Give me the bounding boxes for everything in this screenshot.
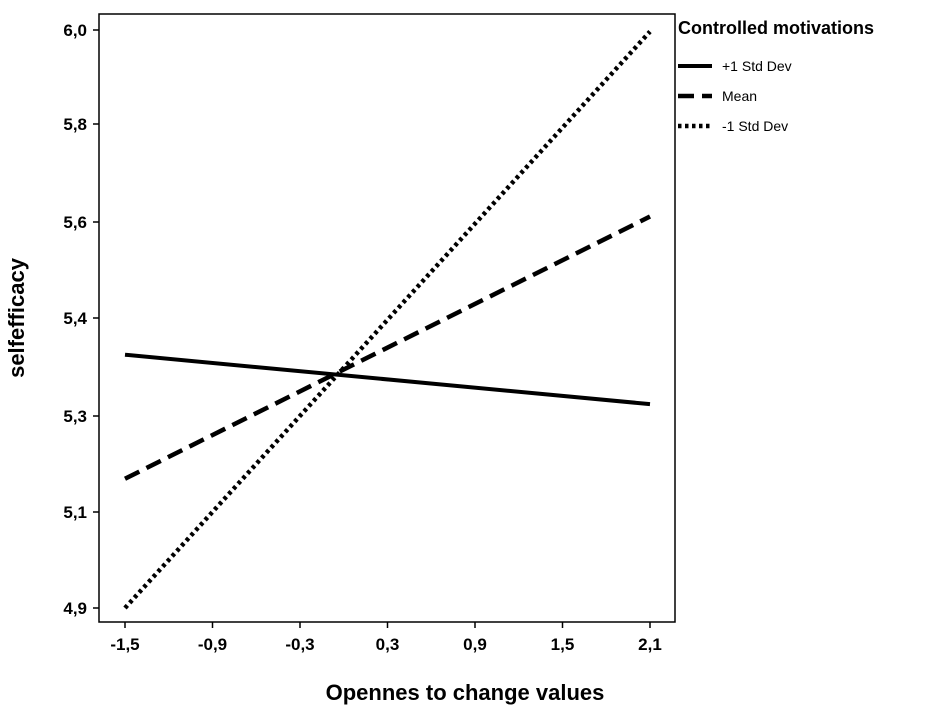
y-tick-label: 4,9 bbox=[63, 599, 87, 618]
y-tick-label: 5,6 bbox=[63, 213, 87, 232]
x-tick-label: 1,5 bbox=[551, 635, 575, 654]
y-tick-label: 5,4 bbox=[63, 309, 87, 328]
legend-label: Mean bbox=[722, 88, 757, 104]
plot-area-frame bbox=[98, 13, 676, 623]
legend-title: Controlled motivations bbox=[678, 18, 874, 38]
series-line-1-std-dev bbox=[124, 352, 651, 407]
x-tick-label: -1,5 bbox=[110, 635, 139, 654]
series-line-1-std-dev bbox=[123, 30, 652, 610]
legend-items: +1 Std Dev Mean -1 Std Dev bbox=[678, 58, 792, 134]
x-tick-label: 0,9 bbox=[463, 635, 487, 654]
x-tick-label: -0,9 bbox=[198, 635, 227, 654]
x-tick-label: -0,3 bbox=[285, 635, 314, 654]
y-tick-label: 5,8 bbox=[63, 115, 87, 134]
series-layer bbox=[123, 30, 652, 610]
y-tick-label: 5,1 bbox=[63, 503, 87, 522]
y-tick-label: 5,3 bbox=[63, 407, 87, 426]
x-tick-label: 0,3 bbox=[376, 635, 400, 654]
y-tick-label: 6,0 bbox=[63, 21, 87, 40]
y-axis: 4,9 5,1 5,3 5,4 5,6 5,8 6,0 bbox=[63, 21, 99, 618]
series-line-mean bbox=[123, 214, 652, 481]
x-axis: -1,5 -0,9 -0,3 0,3 0,9 1,5 2,1 bbox=[110, 622, 662, 654]
legend-label: -1 Std Dev bbox=[722, 118, 788, 134]
x-axis-title: Opennes to change values bbox=[326, 680, 605, 705]
legend: Controlled motivations +1 Std Dev Mean -1 … bbox=[678, 18, 874, 134]
x-tick-label: 2,1 bbox=[638, 635, 662, 654]
y-axis-title: selfefficacy bbox=[4, 257, 29, 378]
legend-label: +1 Std Dev bbox=[722, 58, 792, 74]
